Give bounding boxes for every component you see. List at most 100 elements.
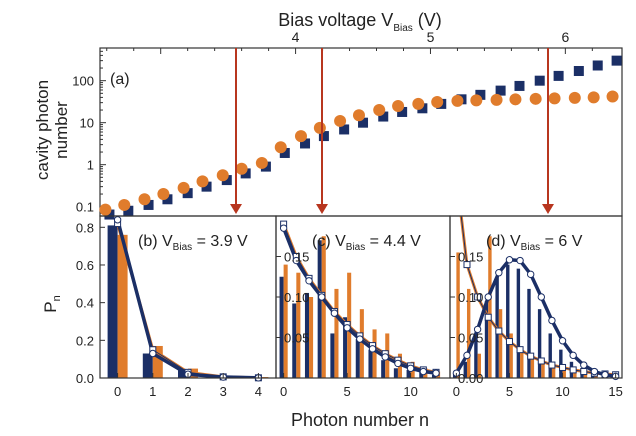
panel-d-orange-bar — [488, 236, 492, 378]
panel-c-yticklabel: 0.15 — [284, 250, 309, 265]
panel-a-square-point — [318, 131, 329, 142]
panel-d-orange-fit-marker — [463, 261, 471, 269]
panel-b-yticklabel: 0.4 — [76, 296, 94, 311]
panel-d-xticklabel: 10 — [555, 384, 569, 399]
panel-a-circle-point — [352, 109, 365, 122]
panel-a-yticklabel: 100 — [72, 74, 94, 89]
panel-c-navy-fit-marker — [305, 277, 313, 285]
panel-d-orange-fit-marker — [516, 346, 524, 354]
panel-a-circle-point — [509, 93, 522, 106]
panel-d-navy-bar — [516, 268, 521, 378]
panel-a-circle-point — [157, 188, 170, 201]
panel-c-navy-fit-marker — [406, 364, 415, 372]
panel-b-navy-bar — [142, 353, 153, 378]
panel-a-square-point — [495, 85, 506, 96]
panel-c-navy-fit-marker — [356, 335, 364, 343]
panel-d-navy-fit-marker — [548, 316, 556, 325]
panel-d-orange-bar — [583, 373, 588, 378]
panel-d-navy-fit-marker — [537, 293, 546, 301]
panel-a-circle-point — [216, 169, 229, 182]
panel-a-square-point — [300, 138, 311, 149]
panel-a-ylabel-line1: cavity photon — [33, 80, 52, 180]
panel-d-navy-bar — [484, 301, 489, 378]
panel-d-navy-fit-marker — [505, 256, 514, 264]
panel-d-navy-bar — [548, 333, 552, 378]
panel-d-navy-fit-marker — [558, 337, 567, 345]
panel-a-square-point — [611, 55, 622, 66]
panel-d-navy-fit-marker — [601, 371, 609, 379]
panel-c-orange-bar — [359, 309, 364, 378]
panel-a-square-point — [514, 80, 525, 91]
panel-b-xticklabel: 1 — [149, 384, 156, 399]
panel-d-orange-bar — [541, 361, 545, 378]
panel-c-orange-bar — [309, 297, 314, 378]
panel-a-square-point — [573, 66, 584, 77]
panel-d-orange-bar — [562, 369, 566, 378]
panel-b-yticklabel: 0.2 — [76, 333, 94, 348]
panel-c-navy-bar — [419, 371, 424, 378]
panel-c-navy-fit-marker — [343, 324, 351, 332]
panel-d-orange-bar — [477, 353, 482, 378]
panel-d-orange-fit-marker — [537, 357, 545, 365]
panel-a-circle-point — [606, 90, 619, 103]
panel-c-xticklabel: 5 — [344, 384, 351, 399]
panel-c-navy-bar — [355, 339, 360, 378]
panel-d-navy-fit-line — [454, 257, 616, 378]
panel-d-navy-fit-marker — [495, 269, 503, 277]
panel-a-square-point — [123, 205, 134, 216]
panel-c-navy-bar — [368, 349, 373, 378]
panel-a-circle-point — [313, 121, 326, 134]
panel-a-square-point — [182, 188, 193, 199]
panel-b-yticklabel: 0.8 — [76, 220, 94, 235]
panel-a-circle-point — [274, 141, 287, 154]
panel-a-circle-point — [451, 94, 464, 107]
panel-c-orange-bar — [321, 236, 326, 378]
panel-a-circle-point — [490, 93, 503, 106]
panel-a-frame — [99, 47, 623, 217]
panel-b-xticklabel: 0 — [114, 384, 121, 399]
panel-a-circle-point — [177, 181, 190, 194]
panel-a-circle-point — [235, 162, 248, 175]
panel-c-yticklabel: 0.10 — [284, 290, 309, 305]
panel-a-circle-point — [255, 156, 268, 169]
panel-d-yticklabel: 0.05 — [458, 331, 483, 346]
panel-a-square-point — [104, 209, 115, 220]
panel-a-square-point — [358, 117, 369, 128]
panel-c-navy-fit-marker — [419, 367, 428, 376]
panel-b-xticklabel: 3 — [220, 384, 227, 399]
panel-a-square-point — [592, 60, 603, 71]
panel-c-navy-bar — [406, 369, 411, 378]
panel-d-yticklabel: 0.15 — [458, 250, 483, 265]
panel-b-navy-fit-marker — [149, 349, 157, 358]
panel-a-circle-point — [431, 96, 444, 109]
panel-c-navy-fit-marker — [394, 359, 402, 368]
panel-a-circle-point — [392, 99, 405, 112]
panel-d-orange-fit-marker — [559, 363, 567, 371]
panel-d-navy-fit-marker — [569, 351, 577, 360]
panel-d-orange-fit-edge — [460, 216, 616, 376]
panel-a-circle-point — [99, 203, 112, 216]
panel-a-ylabel-line2: number — [52, 101, 71, 159]
panel-d-orange-fit-marker — [505, 338, 513, 346]
panel-c-navy-fit-marker — [330, 309, 339, 317]
panel-a-circle-point — [568, 91, 581, 104]
panel-d-navy-fit-marker — [526, 270, 535, 279]
panel-d-label: (d) VBias = 6 V — [486, 233, 583, 253]
panel-d-orange-bar — [498, 309, 503, 378]
panel-a-yticklabel: 10 — [80, 116, 94, 131]
panel-a-yticklabel: 1 — [87, 158, 94, 173]
panel-a-circle-point — [548, 92, 561, 105]
panel-d-orange-fit-marker — [548, 361, 556, 369]
panel-d-orange-fit-marker — [474, 293, 482, 301]
panel-a-square-point — [475, 89, 486, 100]
panel-c-navy-bar — [431, 374, 437, 378]
panel-a-square-point — [534, 75, 545, 86]
panel-d-navy-bar — [474, 333, 478, 378]
panel-d-orange-bar — [509, 333, 513, 378]
panel-c-xticklabel: 0 — [280, 384, 287, 399]
panel-a-circle-point — [587, 91, 600, 104]
panel-c-navy-fit-marker — [432, 369, 440, 377]
panel-a-xticklabel: 6 — [561, 29, 569, 45]
panel-d-navy-fit-marker — [580, 361, 588, 369]
